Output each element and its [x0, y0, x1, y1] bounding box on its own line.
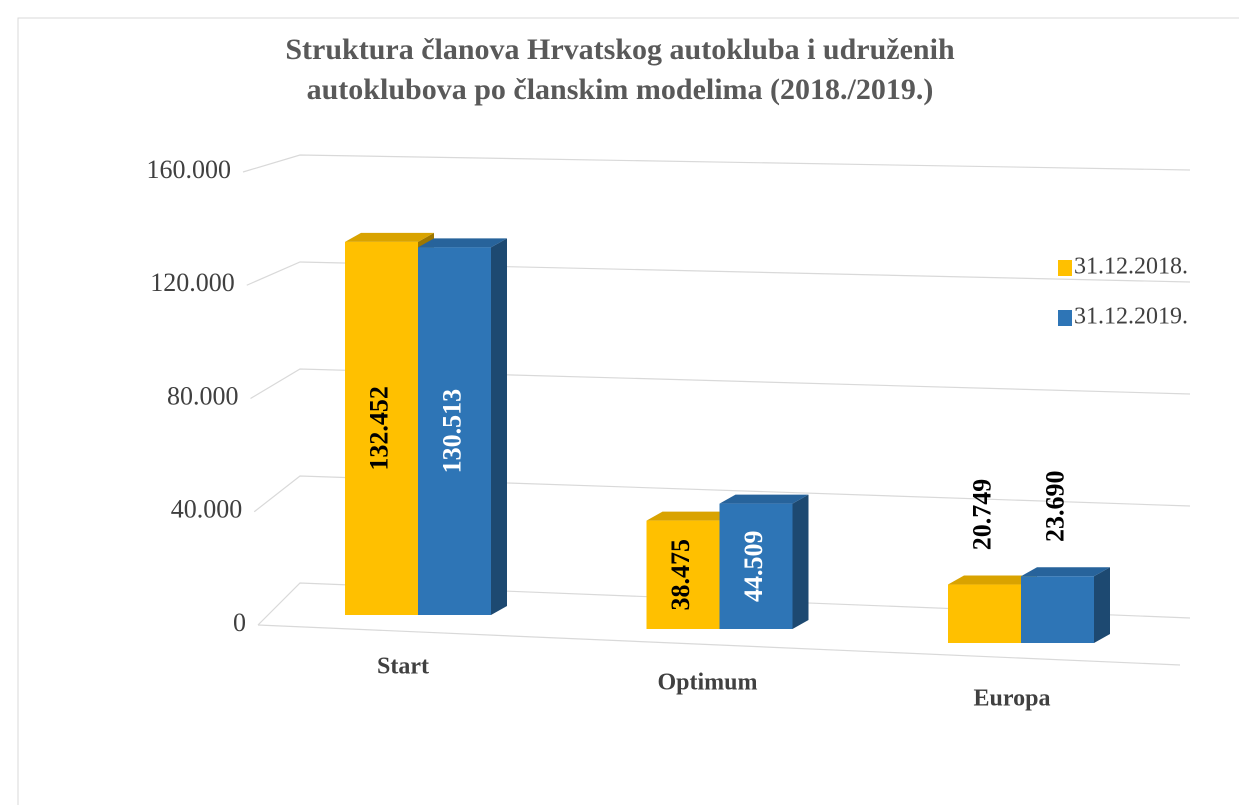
bar	[345, 241, 418, 615]
bar-top	[646, 511, 736, 521]
y-tick-label: 40.000	[171, 495, 243, 524]
legend-swatch	[1058, 260, 1072, 276]
chart-border	[17, 17, 1239, 805]
bar-top	[719, 494, 809, 504]
value-label: 44.509	[739, 531, 768, 603]
bar-top	[1021, 567, 1110, 577]
chart-title: Struktura članova Hrvatskog autokluba i …	[285, 33, 955, 106]
bar-top	[418, 238, 507, 248]
bar	[948, 584, 1021, 643]
bar	[646, 520, 720, 629]
y-tick-label: 120.000	[150, 268, 235, 297]
bar-top	[345, 232, 434, 242]
grid-line	[253, 475, 1191, 513]
value-label: 20.749	[967, 479, 996, 551]
bar	[1021, 576, 1094, 643]
y-tick-label: 80.000	[167, 381, 239, 410]
bar	[418, 247, 491, 615]
legend-swatch	[1058, 310, 1072, 326]
value-label: 23.690	[1040, 471, 1069, 543]
bar-side	[792, 494, 809, 629]
y-tick-label: 0	[233, 608, 246, 637]
y-tick-label: 160.000	[147, 155, 232, 184]
bar-top	[948, 575, 1037, 585]
floor-line	[257, 624, 1181, 666]
x-tick-label: Europa	[974, 686, 1051, 712]
grid-line	[257, 582, 1191, 626]
bar	[719, 503, 793, 629]
value-label: 38.475	[666, 539, 695, 611]
grid-line	[242, 154, 1191, 173]
legend-label: 31.12.2019.	[1074, 304, 1188, 330]
x-tick-label: Optimum	[657, 670, 757, 696]
value-label: 130.513	[437, 389, 466, 474]
bar-side	[491, 238, 507, 615]
grid-line	[246, 261, 1191, 286]
bar-side	[1094, 567, 1110, 643]
grid-line	[250, 368, 1191, 400]
legend-label: 31.12.2018.	[1074, 254, 1188, 280]
value-label: 132.452	[364, 386, 393, 471]
x-tick-label: Start	[377, 654, 429, 680]
